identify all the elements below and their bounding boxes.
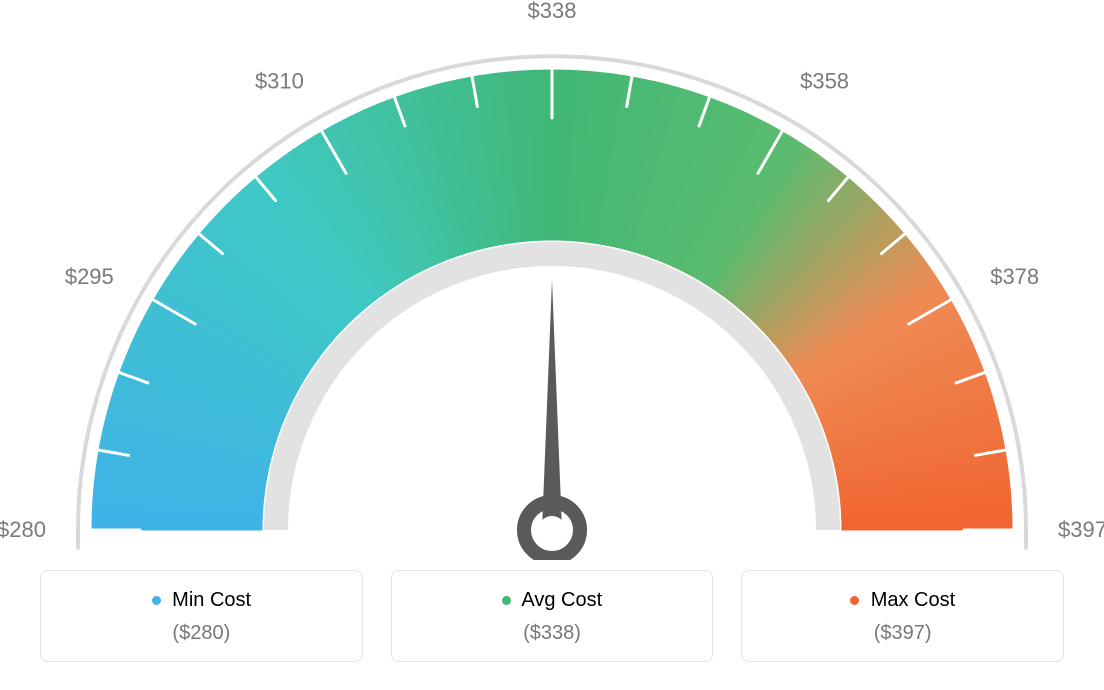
legend-value-avg: ($338) (402, 622, 703, 645)
legend-label-avg: Avg Cost (521, 589, 602, 611)
gauge-tick-label: $310 (255, 68, 304, 94)
legend-dot-max (850, 596, 859, 605)
gauge-svg (0, 0, 1104, 560)
legend-row: Min Cost ($280) Avg Cost ($338) Max Cost… (40, 570, 1064, 662)
chart-container: $280 $295 $310 $338 $358 $378 $397 Min Cost ($… (0, 0, 1104, 690)
legend-card-max: Max Cost ($397) (741, 570, 1064, 662)
gauge-tick-label: $338 (528, 0, 577, 24)
gauge-tick-label: $295 (65, 264, 114, 290)
gauge-tick-label: $280 (0, 517, 46, 543)
legend-label-max: Max Cost (871, 589, 955, 611)
legend-card-min: Min Cost ($280) (40, 570, 363, 662)
gauge-tick-label: $378 (990, 264, 1039, 290)
gauge-chart: $280 $295 $310 $338 $358 $378 $397 (0, 0, 1104, 560)
gauge-tick-label: $358 (800, 68, 849, 94)
legend-dot-avg (502, 596, 511, 605)
legend-dot-min (152, 596, 161, 605)
legend-title-max: Max Cost (752, 589, 1053, 612)
legend-label-min: Min Cost (172, 589, 251, 611)
legend-value-min: ($280) (51, 622, 352, 645)
legend-card-avg: Avg Cost ($338) (391, 570, 714, 662)
legend-title-avg: Avg Cost (402, 589, 703, 612)
legend-title-min: Min Cost (51, 589, 352, 612)
legend-value-max: ($397) (752, 622, 1053, 645)
gauge-tick-label: $397 (1058, 517, 1104, 543)
